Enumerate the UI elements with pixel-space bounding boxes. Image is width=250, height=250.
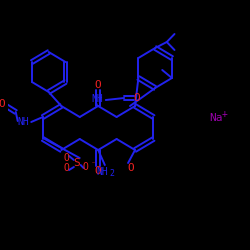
Text: Na: Na xyxy=(209,113,223,123)
Text: NH: NH xyxy=(91,94,103,104)
Text: O: O xyxy=(82,162,88,172)
Text: O: O xyxy=(95,166,102,176)
Text: O: O xyxy=(134,93,140,103)
Text: O: O xyxy=(0,99,6,109)
Text: O: O xyxy=(95,80,102,90)
Text: ⁻: ⁻ xyxy=(91,160,96,168)
Text: S: S xyxy=(74,158,80,168)
Text: NH: NH xyxy=(96,167,108,177)
Text: 2: 2 xyxy=(109,170,114,178)
Text: O: O xyxy=(63,163,69,173)
Text: NH: NH xyxy=(18,117,29,127)
Text: +: + xyxy=(222,109,228,119)
Text: O: O xyxy=(63,153,69,163)
Text: O: O xyxy=(128,163,134,173)
